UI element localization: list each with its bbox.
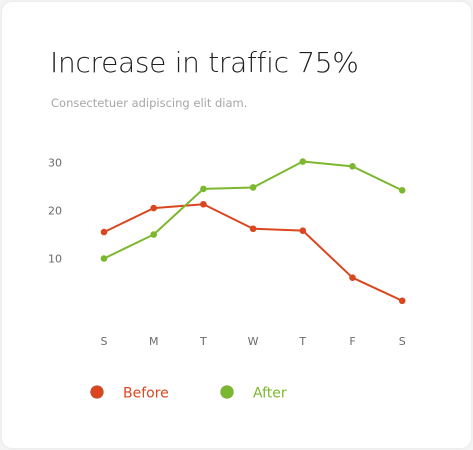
y-tick-label: 20 — [48, 205, 62, 218]
data-point-before — [299, 227, 307, 234]
legend-label-before: Before — [123, 386, 169, 402]
data-point-before — [249, 225, 257, 233]
data-point-after — [150, 231, 157, 238]
y-tick-label: 10 — [48, 253, 62, 266]
data-point-before — [150, 204, 157, 212]
legend-marker-before — [90, 385, 104, 399]
legend-label-after: After — [253, 386, 287, 402]
data-point-after — [299, 158, 307, 165]
x-tick-label: S — [399, 335, 406, 348]
chart-title: Increase in traffic 75% — [50, 46, 359, 79]
data-point-after — [100, 255, 108, 262]
x-tick-label: T — [199, 335, 207, 348]
data-point-after — [249, 184, 257, 191]
chart-subtitle: Consectetuer adipiscing elit diam. — [51, 96, 248, 110]
data-point-after — [200, 185, 207, 193]
y-tick-label: 30 — [48, 157, 62, 170]
data-point-after — [398, 187, 406, 194]
x-tick-label: T — [298, 335, 306, 348]
x-tick-label: W — [248, 335, 259, 348]
data-point-before — [349, 274, 356, 282]
x-tick-label: S — [101, 335, 108, 348]
data-point-before — [398, 297, 406, 305]
x-tick-label: F — [349, 335, 355, 348]
x-tick-label: M — [149, 335, 159, 348]
series-line-before — [103, 203, 404, 302]
data-point-before — [100, 228, 108, 236]
data-point-before — [200, 200, 207, 208]
legend-marker-after — [220, 385, 234, 399]
data-point-after — [349, 163, 356, 170]
